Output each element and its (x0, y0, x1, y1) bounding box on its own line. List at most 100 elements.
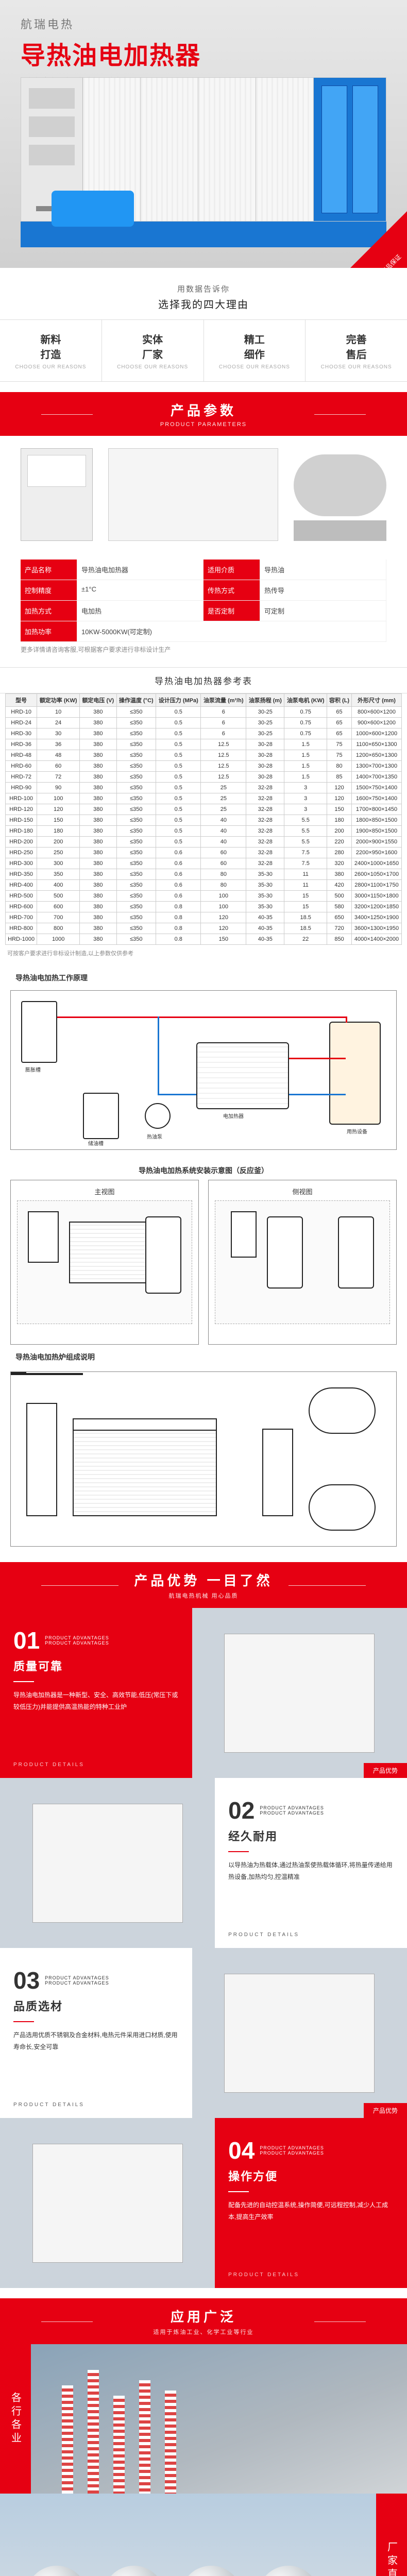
advantage-heading: 经久耐用 (228, 1827, 394, 1844)
divider (13, 1681, 34, 1682)
reasons-headline: 选择我的四大理由 (0, 296, 407, 311)
pillar-en: CHOOSE OUR REASONS (106, 364, 199, 370)
flow-diagram: 膨胀槽 储油槽 热油泵 电加热器 用热设备 (10, 990, 397, 1150)
advantage-desc: 导热油电加热器是一种新型、安全、高效节能,低压(常压下或较低压力)并能提供高温热… (13, 1689, 179, 1713)
spec-value: ±1°C (77, 580, 204, 600)
equipment-illustration (224, 1634, 375, 1753)
table-header: 型号 (6, 694, 37, 707)
spec-key: 产品名称 (21, 560, 77, 580)
table-header: 操作温度 (°C) (116, 694, 156, 707)
industry-label-2: 厂家直供 (376, 2494, 407, 2576)
spec-key: 传热方式 (204, 580, 260, 600)
spec-row: 加热方式电加热是否定制可定制 (21, 601, 386, 621)
advantage-photo: 产品优势 (192, 1608, 407, 1778)
equipment-illustration (32, 1804, 183, 1923)
table-header: 额定功率 (KW) (37, 694, 80, 707)
table-row: HRD-10001000380≤3500.815040-35228504000×… (6, 934, 402, 945)
table-header: 额定电压 (V) (80, 694, 116, 707)
spec-grid: 产品名称导热油电加热器适用介质导热油控制精度±1°C传热方式热传导加热方式电加热… (0, 553, 407, 667)
pillar-en: CHOOSE OUR REASONS (4, 364, 97, 370)
reasons-head: 用数据告诉你 选择我的四大理由 (0, 268, 407, 319)
table-row: HRD-100100380≤3500.52532-2831201600×750×… (6, 793, 402, 804)
table-row: HRD-4848380≤3500.512.530-281.5751200×650… (6, 750, 402, 761)
product-title: 导热油电加热器 (21, 35, 386, 71)
spec-value: 热传导 (260, 580, 386, 600)
table-header: 外形尺寸 (mm) (352, 694, 402, 707)
advantage-heading: 品质选材 (13, 1997, 179, 2014)
advantage-desc: 产品选用优质不锈钢及合金材料,电热元件采用进口材质,使用寿命长,安全可靠 (13, 2029, 179, 2053)
table-row: HRD-800800380≤3500.812040-3518.57203600×… (6, 923, 402, 934)
advantage-number: 02 (228, 1799, 255, 1822)
advantage-item: 04PRODUCT ADVANTAGESPRODUCT ADVANTAGES操作… (0, 2118, 407, 2288)
table-header: 油泵扬程 (m) (246, 694, 284, 707)
advantage-photo: 产品优势 (192, 1948, 407, 2118)
table-row: HRD-600600380≤3500.810035-30155803200×12… (6, 902, 402, 912)
install-front-view: 主视图 (10, 1180, 199, 1345)
pillar-en: CHOOSE OUR REASONS (208, 364, 301, 370)
spec-key: 加热方式 (21, 601, 77, 621)
table-row: HRD-200200380≤3500.54032-285.52202000×90… (6, 837, 402, 848)
advantage-text: 04PRODUCT ADVANTAGESPRODUCT ADVANTAGES操作… (215, 2118, 407, 2288)
table-row: HRD-9090380≤3500.52532-2831201500×750×14… (6, 783, 402, 793)
spec-value: 导热油 (260, 560, 386, 580)
table-row: HRD-1010380≤3500.5630-250.7565800×600×12… (6, 707, 402, 718)
control-cabinet-photo (21, 448, 93, 541)
params-band-zh: 产品参数 (0, 400, 407, 419)
spec-value: 电加热 (77, 601, 204, 621)
advantages-band: 产品优势 一目了然 航瑞电热机械 用心品质 (0, 1562, 407, 1608)
table-row: HRD-500500380≤3500.610035-30155003000×11… (6, 891, 402, 902)
spec-key: 是否定制 (204, 601, 260, 621)
spec-key: 适用介质 (204, 560, 260, 580)
advantage-foot: PRODUCT DETAILS (13, 2102, 84, 2108)
table-row: HRD-2424380≤3500.5630-250.7565900×600×12… (6, 718, 402, 728)
advantage-heading: 操作方便 (228, 2167, 394, 2184)
motor (52, 191, 134, 227)
advantage-photo (0, 1778, 215, 1948)
reason-pillar: 实体厂家 CHOOSE OUR REASONS (102, 320, 204, 381)
advantage-number: 01 (13, 1629, 40, 1652)
expansion-tank-photo (294, 454, 386, 541)
ref-table-footnote: 可按客户要求进行非标设计制造,以上参数仅供参考 (5, 945, 402, 961)
table-row: HRD-400400380≤3500.68035-30114202800×110… (6, 880, 402, 891)
app-band-en: 适用于炼油工业、化学工业等行业 (0, 2328, 407, 2336)
table-row: HRD-3030380≤3500.5630-250.75651000×600×1… (6, 728, 402, 739)
divider (228, 1851, 249, 1852)
advantage-foot: PRODUCT DETAILS (228, 1932, 299, 1938)
layout-diagram (10, 1371, 397, 1547)
hero-header: 航瑞电热 导热油电加热器 可根据客户要求进行非标设计生产 (0, 0, 407, 90)
table-row: HRD-150150380≤3500.54032-285.51801800×85… (6, 815, 402, 826)
app-band-zh: 应用广泛 (0, 2307, 407, 2326)
table-row: HRD-180180380≤3500.54032-285.52001900×85… (6, 826, 402, 837)
spec-key: 控制精度 (21, 580, 77, 600)
pump-housing (314, 78, 386, 221)
advantage-photo (0, 2118, 215, 2288)
pillar-title: 实体厂家 (106, 331, 199, 361)
spec-row: 产品名称导热油电加热器适用介质导热油 (21, 560, 386, 580)
spec-value: 可定制 (260, 601, 386, 621)
bottom-tag: 产品优势 (364, 2103, 407, 2118)
table-row: HRD-120120380≤3500.52532-2831501700×800×… (6, 804, 402, 815)
ref-table: 型号额定功率 (KW)额定电压 (V)操作温度 (°C)设计压力 (MPa)油泵… (5, 693, 402, 945)
reasons-grid: 新料打造CHOOSE OUR REASONS实体厂家CHOOSE OUR REA… (0, 319, 407, 382)
adv-band-en: 航瑞电热机械 用心品质 (0, 1591, 407, 1600)
layout-diagram-title: 导热油电加热炉组成说明 (0, 1345, 407, 1366)
heater-unit-photo (108, 448, 278, 541)
spec-value: 导热油电加热器 (77, 560, 204, 580)
install-diagrams: 主视图 侧视图 (0, 1180, 407, 1345)
spec-note: 更多详情请咨询客服,可根据客户要求进行非标设计生产 (21, 642, 386, 657)
table-header: 油泵流量 (m³/h) (201, 694, 246, 707)
table-row: HRD-300300380≤3500.66032-287.53202400×10… (6, 858, 402, 869)
table-row: HRD-6060380≤3500.512.530-281.5801300×700… (6, 761, 402, 772)
table-row: HRD-700700380≤3500.812040-3518.56503400×… (6, 912, 402, 923)
table-row: HRD-250250380≤3500.66032-287.52802200×95… (6, 848, 402, 858)
advantages-list: 01PRODUCT ADVANTAGESPRODUCT ADVANTAGES质量… (0, 1608, 407, 2288)
reason-pillar: 精工细作CHOOSE OUR REASONS (204, 320, 306, 381)
advantage-heading: 质量可靠 (13, 1657, 179, 1674)
table-header: 容积 (L) (327, 694, 352, 707)
adv-band-zh: 产品优势 一目了然 (0, 1570, 407, 1589)
advantage-item: 01PRODUCT ADVANTAGESPRODUCT ADVANTAGES质量… (0, 1608, 407, 1778)
advantage-number: 04 (228, 2139, 255, 2162)
table-row: HRD-3636380≤3500.512.530-281.5751100×650… (6, 739, 402, 750)
spec-key: 加热功率 (21, 621, 77, 641)
spec-row: 控制精度±1°C传热方式热传导 (21, 580, 386, 601)
